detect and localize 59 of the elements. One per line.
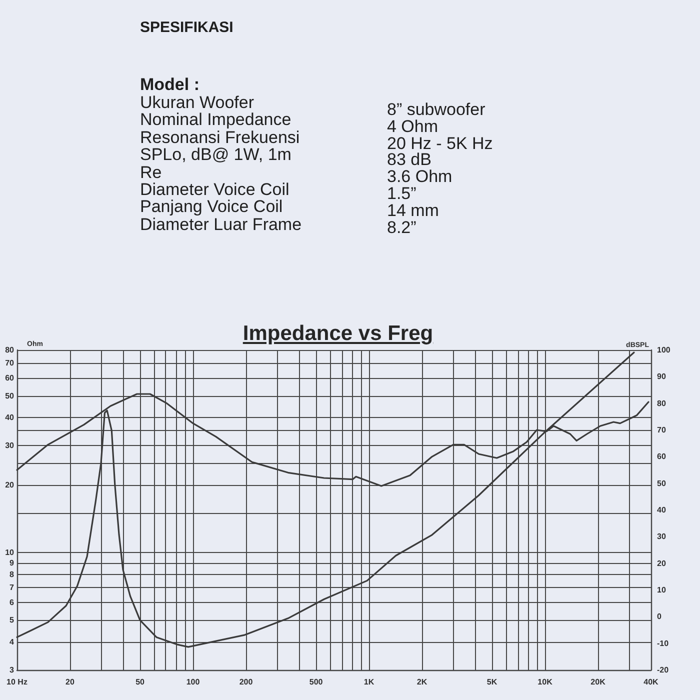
text: SPLo, dB@ 1W, 1m <box>140 145 292 164</box>
y-tick-label: 40 <box>5 413 15 422</box>
x-tick-label: 50 <box>136 678 146 686</box>
text: Ukuran Woofer <box>140 93 254 112</box>
text: 20 Hz - 5K Hz <box>387 134 493 153</box>
x-tick-label: 2K <box>416 678 428 686</box>
text: Panjang Voice Coil <box>140 197 283 216</box>
y-tick-label: 20 <box>5 480 15 490</box>
y2-tick-label: 100 <box>657 346 671 354</box>
text: Nominal Impedance <box>140 110 292 130</box>
y-tick-label: 80 <box>5 346 15 354</box>
y2-tick-label: -10 <box>657 638 670 648</box>
y-tick-label: 10 <box>5 548 15 558</box>
y-tick-label: 50 <box>5 391 15 400</box>
y2-tick-label: 70 <box>657 426 666 434</box>
x-tick-label: 40K <box>644 678 659 686</box>
y2-tick-label: 60 <box>657 452 666 462</box>
x-tick-label: 200 <box>239 678 254 686</box>
text: Model : <box>140 75 200 94</box>
y2-tick-label: 30 <box>657 532 666 542</box>
x-tick-label: 100 <box>186 678 200 686</box>
y-tick-label: 60 <box>5 374 15 383</box>
text: 8” subwoofer <box>387 100 486 119</box>
text: 8.2” <box>387 218 416 237</box>
y-tick-label: 5 <box>10 616 15 625</box>
y2-tick-label: -20 <box>657 666 670 674</box>
y2-tick-label: 80 <box>657 398 666 408</box>
text: 14 mm <box>387 200 439 220</box>
text: Resonansi Frekuensi <box>140 128 300 147</box>
y2-tick-label: 90 <box>657 372 666 382</box>
text: SPESIFIKASI <box>140 19 234 37</box>
text: 1.5” <box>387 184 416 203</box>
y-tick-label: 9 <box>10 558 15 568</box>
y2-tick-label: 10 <box>657 586 666 594</box>
x-tick-label: 10K <box>538 678 553 686</box>
x-tick-label: 1K <box>364 678 374 686</box>
text: 83 dB <box>387 150 432 170</box>
y-tick-label: 30 <box>5 441 15 450</box>
y-tick-label: 3 <box>10 666 15 674</box>
x-tick-label: 10 Hz <box>6 678 28 686</box>
y-tick-label: 7 <box>10 582 15 592</box>
y-tick-label: 70 <box>5 358 15 368</box>
text: 4 Ohm <box>387 116 438 136</box>
chart-title: Impedance vs Freg <box>242 322 434 345</box>
text: Diameter Luar Frame <box>140 214 302 234</box>
y2-tick-label: 50 <box>657 478 666 488</box>
y-tick-label: 4 <box>10 637 15 646</box>
x-tick-label: 20 <box>66 678 75 686</box>
x-tick-label: 20K <box>590 678 606 686</box>
y-tick-label: 6 <box>10 598 15 607</box>
y2-tick-label: 0 <box>657 612 662 622</box>
x-tick-label: 5K <box>486 678 498 686</box>
x-tick-label: 500 <box>309 678 324 686</box>
y2-tick-label: 40 <box>657 506 666 514</box>
text: 3.6 Ohm <box>387 167 452 186</box>
y2-tick-label: 20 <box>657 558 666 568</box>
y-tick-label: 8 <box>10 570 15 579</box>
text: Diameter Voice Coil <box>140 180 290 199</box>
text: Re <box>140 162 162 182</box>
